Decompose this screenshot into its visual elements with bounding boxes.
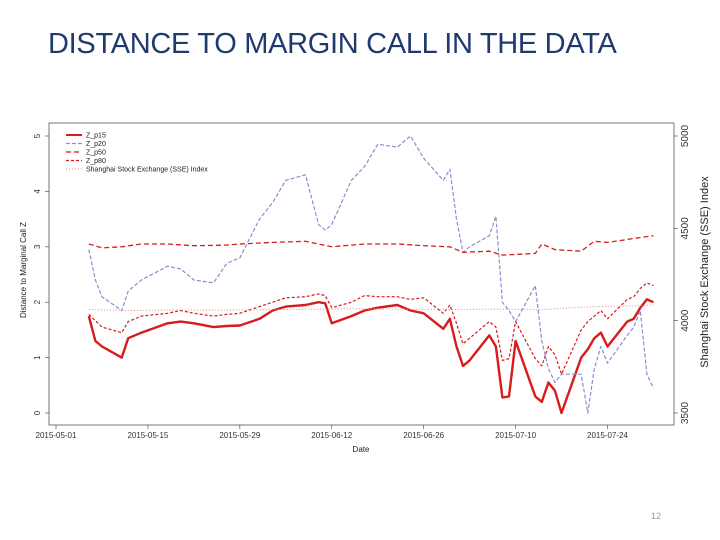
page-number: 12 <box>651 511 662 521</box>
legend-entry: Z_p80 <box>86 158 106 165</box>
y2-tick-label: 3500 <box>680 401 691 424</box>
slide-title: DISTANCE TO MARGIN CALL IN THE DATA <box>48 28 617 60</box>
x-tick-label: 2015-07-10 <box>495 431 536 440</box>
legend-entry: Z_p20 <box>86 141 106 148</box>
series-line-4 <box>88 282 654 375</box>
plot-frame <box>48 122 675 426</box>
x-tick-label: 2015-05-29 <box>219 431 260 440</box>
legend-entry: Shanghai Stock Exchange (SSE) Index <box>86 167 208 174</box>
y-tick-label: 5 <box>33 133 42 138</box>
series-line-1 <box>87 298 654 415</box>
y-tick-label: 4 <box>33 189 42 194</box>
x-tick-label: 2015-07-24 <box>587 431 628 440</box>
y2-tick-label: 5000 <box>680 124 691 147</box>
left-axis: 0 1 2 3 4 5 <box>33 133 49 415</box>
legend-entry: Z_p15 <box>86 133 106 140</box>
y2-axis-label: Shanghai Stock Exchange (SSE) Index <box>699 176 711 368</box>
series-line-5 <box>88 304 654 312</box>
series-layer <box>87 135 654 415</box>
legend-entry: Z_p50 <box>86 150 106 157</box>
series-line-3 <box>88 235 654 256</box>
x-tick-label: 2015-05-01 <box>36 431 77 440</box>
x-tick-label: 2015-06-26 <box>403 431 444 440</box>
series-line-2 <box>88 135 654 414</box>
y2-tick-label: 4000 <box>680 309 691 332</box>
y-tick-label: 3 <box>33 244 42 249</box>
y-tick-label: 0 <box>33 410 42 415</box>
x-tick-label: 2015-06-12 <box>311 431 352 440</box>
y-tick-label: 2 <box>33 299 42 304</box>
x-tick-label: 2015-05-15 <box>127 431 168 440</box>
right-axis: 3500 4000 4500 5000 <box>674 124 691 424</box>
x-axis: 2015-05-01 2015-05-15 2015-05-29 2015-06-12… <box>36 425 628 440</box>
y-tick-label: 1 <box>33 355 42 360</box>
y2-tick-label: 4500 <box>680 217 691 240</box>
x-axis-label: Date <box>353 445 370 454</box>
y-axis-label: Distance to Marginal Call Z <box>19 222 28 318</box>
